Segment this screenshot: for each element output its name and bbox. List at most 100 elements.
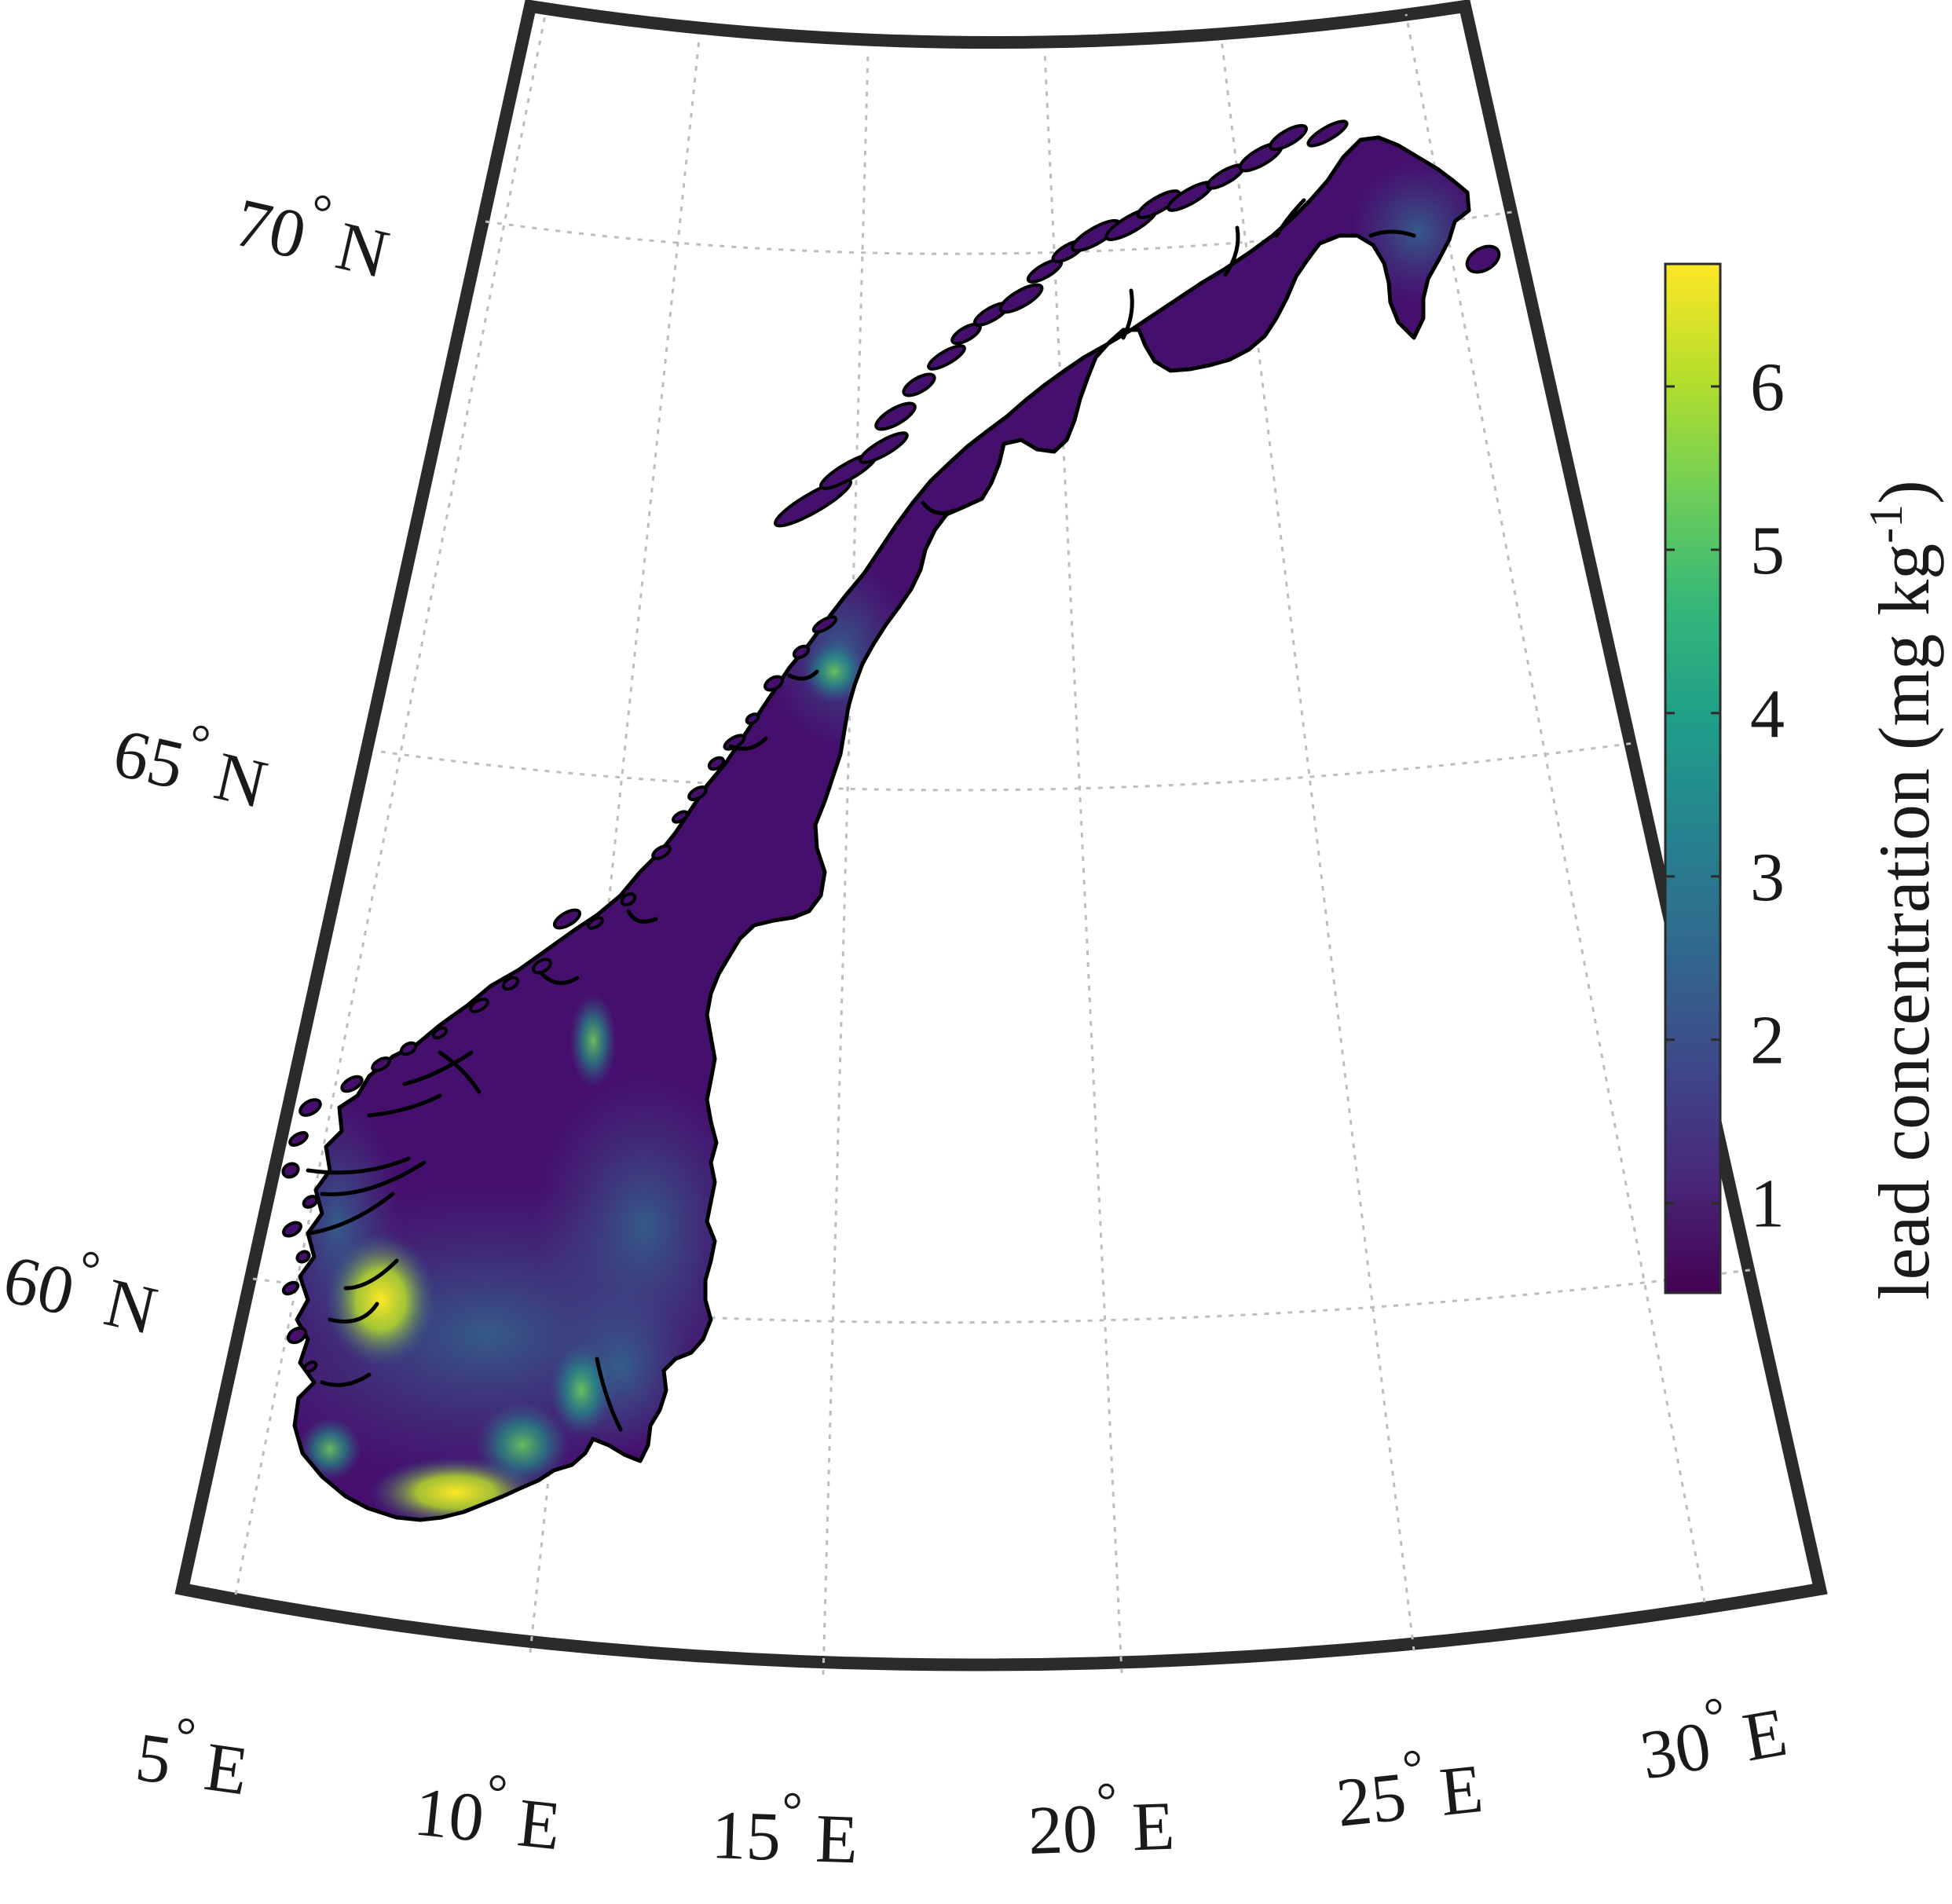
island [773,478,853,528]
fjord [1223,225,1240,277]
lon-degree-value: 10 [411,1774,488,1857]
coastal-islands [281,119,1501,1373]
island [998,283,1044,314]
colorbar-label: lead concentration (mg kg-1) [1860,480,1944,1300]
colorbar-label-superscript: -1 [1860,504,1912,544]
lon-label-5: 5°E [131,1701,255,1811]
island [902,372,936,397]
degree-symbol: ° [781,1781,804,1840]
island [302,1195,319,1209]
lon-label-text: 20° E [1027,1770,1176,1869]
island [745,712,760,725]
island [1465,244,1501,274]
graticule [234,10,1756,1675]
lon-label-15: 15° E [710,1781,859,1879]
fjord [540,972,580,985]
island [764,675,784,692]
island [687,785,708,801]
island [431,1026,449,1040]
island [671,810,690,824]
fjord [308,1192,395,1236]
lat-label-60: 60°N [0,1224,167,1350]
island [707,756,726,771]
island [281,1280,300,1296]
fjord [306,1156,411,1175]
lon-degree-value: 30 [1635,1708,1717,1795]
lat-label-text: 60°N [0,1224,167,1350]
fjord [921,500,957,515]
hotspot-south-coast-east [475,1402,569,1488]
fjord [367,1093,442,1118]
lat-label-65: 65°N [107,698,278,824]
hotspot-nordland [803,640,866,703]
fjord [1121,288,1134,340]
lat-label-70: 70°N [229,167,400,294]
island [1269,123,1308,152]
lon-hemisphere: E [200,1729,253,1811]
colorbar-tick-label: 3 [1750,840,1785,916]
lon-degree-value: 5 [131,1719,176,1800]
lat-hemisphere: N [98,1265,164,1350]
lat-label-text: 65°N [107,698,278,824]
fjord [320,1372,372,1387]
fjord [787,669,819,681]
lon-label-text: 5°E [131,1701,255,1811]
colorbar: 1 2 3 4 5 6 lead concentration (mg kg-1) [1664,262,1944,1300]
colorbar-tick-label: 5 [1750,513,1785,589]
lat-label-text: 70°N [229,167,400,294]
lon-degree-value: 25 [1333,1759,1410,1842]
island [469,998,489,1013]
island [532,957,552,975]
colorbar-tick-label: 4 [1750,676,1785,752]
island [501,976,520,991]
island [282,1221,302,1238]
island [286,1326,308,1345]
island [859,431,909,464]
lon-hemisphere: E [815,1801,859,1879]
longitude-labels: 5°E10°E 15° E 20° E 25° E 30° E [131,1686,1793,1879]
fjord [343,1258,399,1291]
lat-hemisphere: N [330,208,396,294]
colorbar-label-end: ) [1864,480,1944,504]
island [874,401,917,431]
lon-label-text: 10°E [411,1756,566,1866]
lon-degree-value: 20 [1027,1791,1098,1869]
parallel-65 [380,741,1635,792]
island [1306,119,1349,148]
fjords [306,198,1416,1432]
island [586,916,605,930]
island [302,1360,318,1373]
island [340,1075,364,1093]
island [620,892,637,906]
fjord [402,1050,474,1086]
lon-label-10: 10°E [411,1756,566,1866]
island [927,344,966,371]
lat-degree-value: 60 [0,1241,81,1331]
lon-label-text: 25° E [1331,1733,1487,1842]
fjord [1274,198,1306,238]
coastline [292,135,1471,1522]
colorbar-ticks: 1 2 3 4 5 6 [1665,350,1785,1243]
fjord [328,1302,379,1324]
fjord [728,736,768,751]
meridian-30 [1404,13,1706,1603]
lon-hemisphere: E [1437,1751,1487,1831]
degree-symbol: ° [1095,1772,1118,1830]
island [811,615,838,634]
colorbar-gradient [1664,262,1722,1294]
fjord [1368,229,1416,238]
lon-degree-value: 15 [710,1797,782,1876]
hotspot-bergen [326,1233,436,1367]
island [288,1131,309,1147]
meridian-5 [234,10,548,1595]
degree-symbol: ° [483,1763,510,1822]
island [651,844,672,860]
island [295,1250,311,1264]
island [1136,189,1181,219]
colorbar-tick-label: 1 [1750,1166,1785,1243]
island [371,1056,391,1072]
lat-degree-value: 65 [107,715,192,804]
lon-hemisphere: E [515,1785,565,1865]
lat-degree-value: 70 [229,185,313,274]
